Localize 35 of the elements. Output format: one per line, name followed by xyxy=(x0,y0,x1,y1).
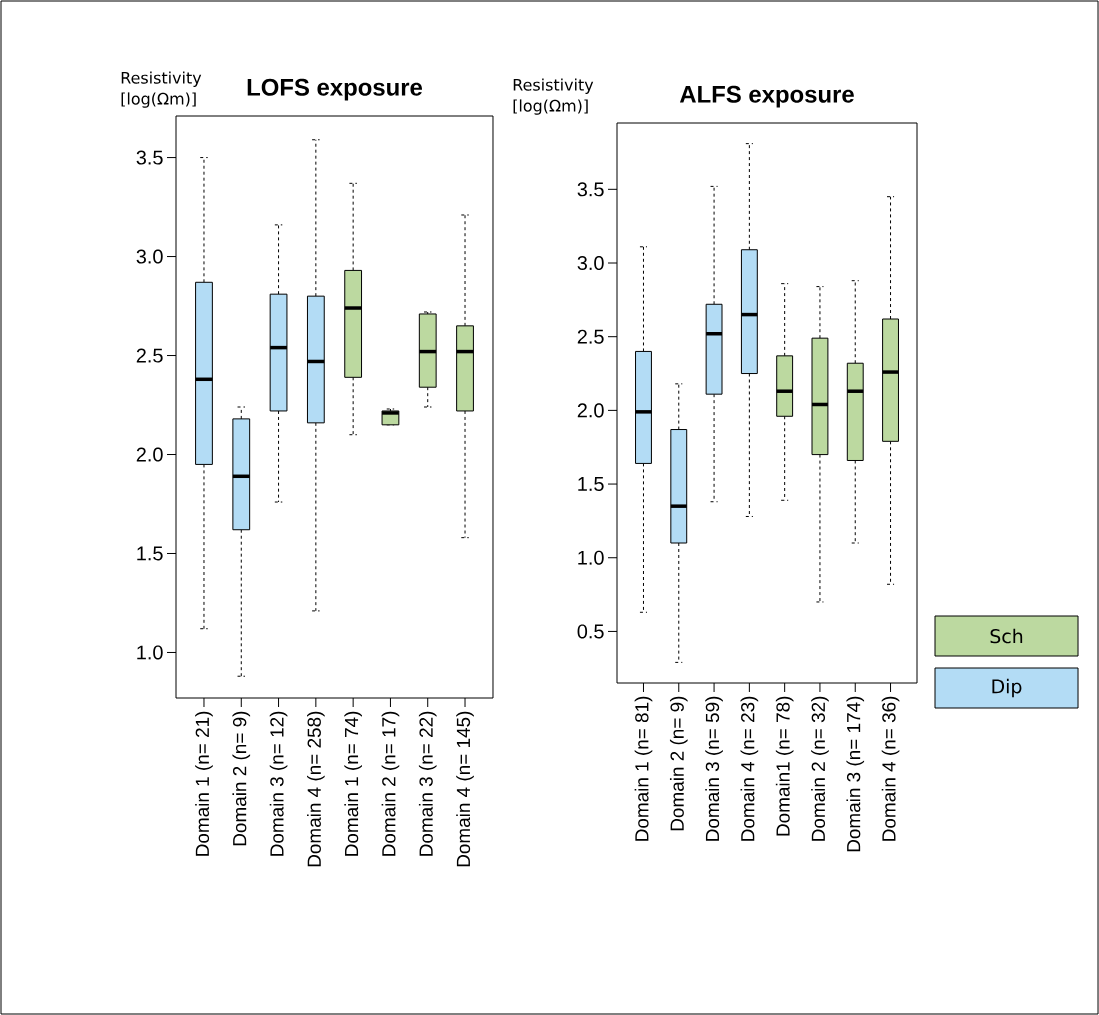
y-tick-label: 1.5 xyxy=(578,477,604,492)
y-tick-label: 2.0 xyxy=(577,403,604,418)
y-tick-label: 1.0 xyxy=(137,645,163,660)
y-tick-label: 2.0 xyxy=(136,447,163,462)
x-tick-label: Domain1 (n= 78) xyxy=(775,696,794,836)
y-tick-label: 2.5 xyxy=(577,329,604,344)
y-tick-label: 3.0 xyxy=(136,249,163,264)
y-tick-label: 3.5 xyxy=(577,182,604,197)
chart-title: LOFS exposure xyxy=(247,78,423,101)
x-tick-label: Domain 2 (n= 17) xyxy=(381,711,400,856)
x-tick-label: Domain 1 (n= 81) xyxy=(634,696,653,841)
x-tick-label: Domain 4 (n= 258) xyxy=(307,711,325,867)
y-axis-title: Resistivity [log(Ωm)] xyxy=(121,71,202,108)
text: Dip xyxy=(992,678,1022,698)
x-tick-label: Domain 2 (n= 9) xyxy=(232,711,251,846)
x-tick-label: Domain 3 (n= 174) xyxy=(846,696,865,852)
x-tick-label: Domain 3 (n= 22) xyxy=(418,711,437,856)
x-tick-label: Domain 4 (n= 145) xyxy=(456,711,474,867)
x-tick-label: Domain 1 (n= 74) xyxy=(344,711,362,856)
y-tick-label: 1.0 xyxy=(578,550,604,565)
x-tick-label: Domain 4 (n= 23) xyxy=(740,696,759,841)
y-axis-title: Resistivity [log(Ωm)] xyxy=(513,78,594,115)
x-tick-label: Domain 1 (n= 21) xyxy=(195,711,213,856)
x-tick-label: Domain 2 (n= 32) xyxy=(811,696,829,841)
y-tick-label: 1.5 xyxy=(137,546,163,561)
text: Sch xyxy=(990,628,1023,644)
x-tick-label: Domain 4 (n= 36) xyxy=(881,696,900,841)
x-tick-label: Domain 3 (n= 59) xyxy=(705,696,723,841)
y-tick-label: 3.5 xyxy=(136,150,163,165)
x-tick-label: Domain 3 (n= 12) xyxy=(269,711,288,856)
chart-title: ALFS exposure xyxy=(679,85,854,108)
y-tick-label: 2.5 xyxy=(136,348,163,363)
x-tick-label: Domain 2 (n= 9) xyxy=(669,696,688,831)
y-tick-label: 0.5 xyxy=(577,624,604,639)
y-tick-label: 3.0 xyxy=(577,255,604,271)
